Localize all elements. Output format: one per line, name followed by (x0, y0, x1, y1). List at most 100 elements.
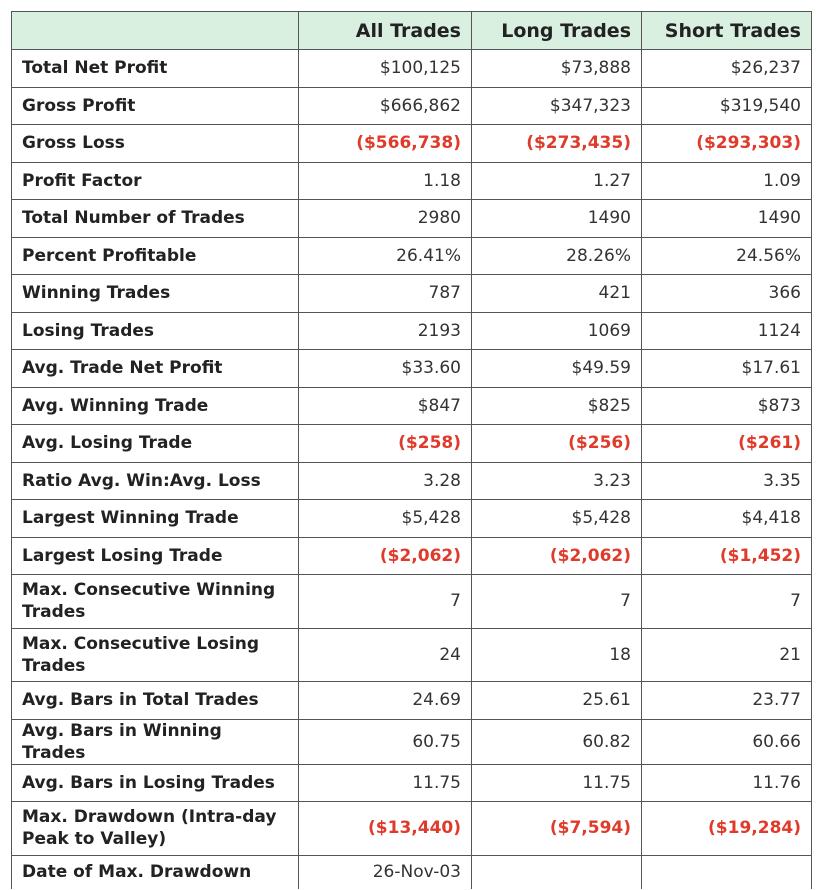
long-trades-value: 60.82 (471, 718, 642, 765)
metric-label: Avg. Bars in Winning Trades (11, 718, 299, 765)
long-trades-value: 28.26% (471, 236, 642, 275)
table-row: Largest Winning Trade $5,428 $5,428 $4,418 (11, 499, 812, 538)
long-trades-value: ($7,594) (471, 801, 642, 856)
all-trades-value: $847 (298, 386, 472, 425)
long-trades-value: $5,428 (471, 499, 642, 538)
metric-label: Max. Drawdown (Intra-day Peak to Valley) (11, 801, 299, 856)
all-trades-value: ($2,062) (298, 536, 472, 575)
header-short-trades: Short Trades (641, 11, 812, 50)
header-long-trades: Long Trades (471, 11, 642, 50)
short-trades-value: 7 (641, 574, 812, 629)
metric-label: Total Number of Trades (11, 199, 299, 238)
short-trades-value: ($261) (641, 424, 812, 463)
table-body: Total Net Profit $100,125 $73,888 $26,237 Gr… (11, 49, 812, 889)
header-metric (11, 11, 299, 50)
table-row: Losing Trades 2193 1069 1124 (11, 311, 812, 350)
short-trades-value: 3.35 (641, 461, 812, 500)
long-trades-value: $49.59 (471, 349, 642, 388)
short-trades-value: 366 (641, 274, 812, 313)
table-row: Avg. Winning Trade $847 $825 $873 (11, 386, 812, 425)
metric-label: Ratio Avg. Win:Avg. Loss (11, 461, 299, 500)
all-trades-value: 11.75 (298, 763, 472, 802)
metric-label: Date of Max. Drawdown (11, 854, 299, 889)
short-trades-value: 24.56% (641, 236, 812, 275)
metric-label: Max. Consecutive Winning Trades (11, 574, 299, 629)
table-row: Total Net Profit $100,125 $73,888 $26,237 (11, 49, 812, 88)
all-trades-value: $33.60 (298, 349, 472, 388)
metric-label: Avg. Trade Net Profit (11, 349, 299, 388)
metric-label: Profit Factor (11, 161, 299, 200)
metric-label: Percent Profitable (11, 236, 299, 275)
long-trades-value: ($273,435) (471, 124, 642, 163)
table-row: Avg. Bars in Losing Trades 11.75 11.75 11.7… (11, 763, 812, 802)
metric-label: Largest Losing Trade (11, 536, 299, 575)
long-trades-value: $347,323 (471, 86, 642, 125)
short-trades-value: $319,540 (641, 86, 812, 125)
short-trades-value: 60.66 (641, 718, 812, 765)
all-trades-value: 1.18 (298, 161, 472, 200)
short-trades-value: 1.09 (641, 161, 812, 200)
metric-label: Losing Trades (11, 311, 299, 350)
short-trades-value: ($293,303) (641, 124, 812, 163)
metric-label: Avg. Losing Trade (11, 424, 299, 463)
long-trades-value: ($2,062) (471, 536, 642, 575)
all-trades-value: 24.69 (298, 681, 472, 720)
table-row: Max. Consecutive Losing Trades 24 18 21 (11, 627, 812, 682)
short-trades-value: $26,237 (641, 49, 812, 88)
table-row: Avg. Bars in Winning Trades 60.75 60.82 60.… (11, 718, 812, 765)
short-trades-value: $17.61 (641, 349, 812, 388)
metric-label: Avg. Bars in Losing Trades (11, 763, 299, 802)
short-trades-value: 1124 (641, 311, 812, 350)
metric-label: Winning Trades (11, 274, 299, 313)
short-trades-value: 23.77 (641, 681, 812, 720)
all-trades-value: 3.28 (298, 461, 472, 500)
short-trades-value: 21 (641, 627, 812, 682)
metric-label: Largest Winning Trade (11, 499, 299, 538)
long-trades-value: 3.23 (471, 461, 642, 500)
table-row: Largest Losing Trade ($2,062) ($2,062) ($1,… (11, 536, 812, 575)
long-trades-value: 1069 (471, 311, 642, 350)
short-trades-value: 1490 (641, 199, 812, 238)
metric-label: Gross Profit (11, 86, 299, 125)
all-trades-value: 24 (298, 627, 472, 682)
header-row: All Trades Long Trades Short Trades (11, 11, 812, 50)
metric-label: Avg. Winning Trade (11, 386, 299, 425)
table-row: Winning Trades 787 421 366 (11, 274, 812, 313)
long-trades-value: $825 (471, 386, 642, 425)
short-trades-value: $873 (641, 386, 812, 425)
table-row: Avg. Trade Net Profit $33.60 $49.59 $17.61 (11, 349, 812, 388)
all-trades-value: 2193 (298, 311, 472, 350)
long-trades-value: 7 (471, 574, 642, 629)
all-trades-value: 2980 (298, 199, 472, 238)
table-row: Max. Consecutive Winning Trades 7 7 7 (11, 574, 812, 629)
all-trades-value: ($13,440) (298, 801, 472, 856)
all-trades-value: 26.41% (298, 236, 472, 275)
all-trades-value: 787 (298, 274, 472, 313)
short-trades-value: ($1,452) (641, 536, 812, 575)
metric-label: Avg. Bars in Total Trades (11, 681, 299, 720)
long-trades-value: 421 (471, 274, 642, 313)
table-row: Ratio Avg. Win:Avg. Loss 3.28 3.23 3.35 (11, 461, 812, 500)
table-row: Profit Factor 1.18 1.27 1.09 (11, 161, 812, 200)
metric-label: Gross Loss (11, 124, 299, 163)
long-trades-value: 18 (471, 627, 642, 682)
long-trades-value: 1490 (471, 199, 642, 238)
all-trades-value: 26-Nov-03 (298, 854, 472, 889)
all-trades-value: $5,428 (298, 499, 472, 538)
long-trades-value: 25.61 (471, 681, 642, 720)
table-row: Gross Loss ($566,738) ($273,435) ($293,303) (11, 124, 812, 163)
table-row: Max. Drawdown (Intra-day Peak to Valley)… (11, 801, 812, 856)
table-row: Gross Profit $666,862 $347,323 $319,540 (11, 86, 812, 125)
table-header: All Trades Long Trades Short Trades (11, 11, 812, 50)
short-trades-value: $4,418 (641, 499, 812, 538)
all-trades-value: $100,125 (298, 49, 472, 88)
long-trades-value (471, 854, 642, 889)
short-trades-value: 11.76 (641, 763, 812, 802)
long-trades-value: 11.75 (471, 763, 642, 802)
table-row: Total Number of Trades 2980 1490 1490 (11, 199, 812, 238)
short-trades-value: ($19,284) (641, 801, 812, 856)
metric-label: Total Net Profit (11, 49, 299, 88)
header-all-trades: All Trades (298, 11, 472, 50)
table-row: Date of Max. Drawdown 26-Nov-03 (11, 854, 812, 889)
all-trades-value: ($258) (298, 424, 472, 463)
